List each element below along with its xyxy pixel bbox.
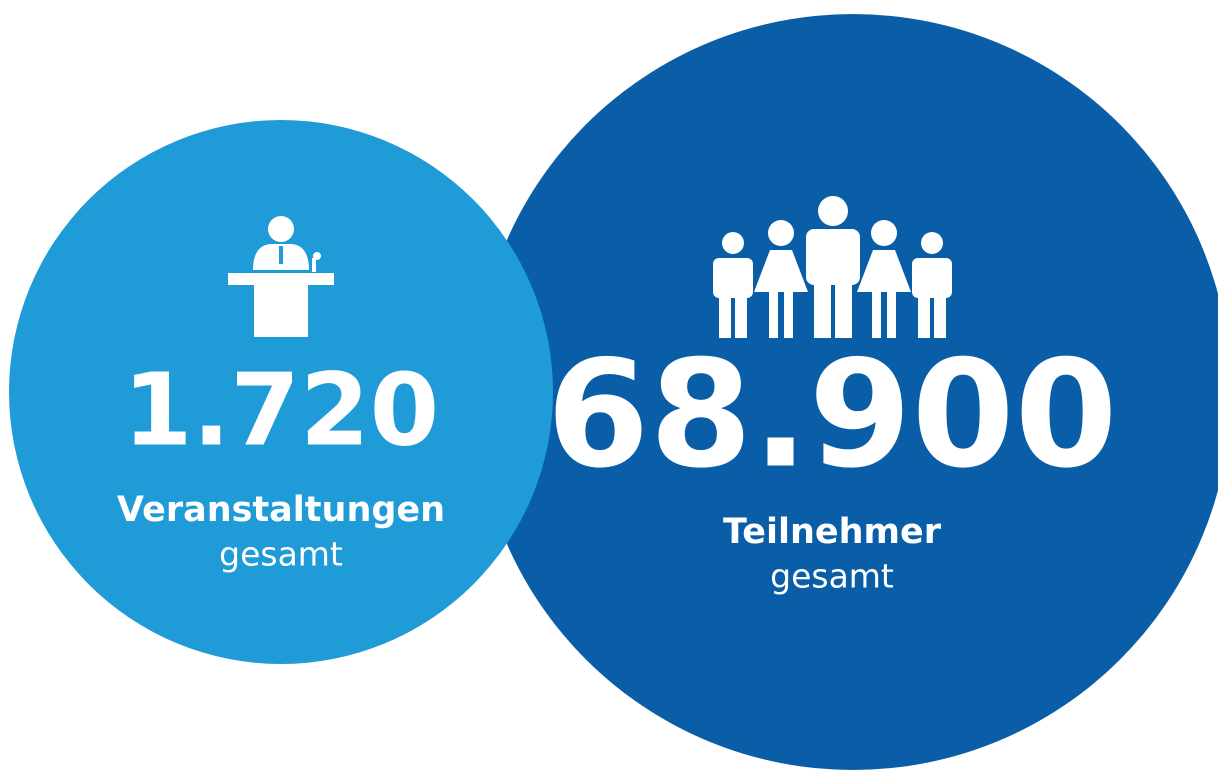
people-icon: [713, 196, 952, 338]
participants-label: Teilnehmer: [723, 512, 942, 552]
participants-circle: [475, 14, 1218, 770]
events-circle: [9, 120, 553, 664]
events-value: 1.720: [123, 351, 439, 468]
participants-value: 68.900: [546, 329, 1117, 501]
events-label: Veranstaltungen: [117, 490, 445, 530]
speaker-icon: [228, 216, 334, 337]
participants-sub: gesamt: [770, 557, 894, 596]
events-sub: gesamt: [219, 535, 343, 574]
